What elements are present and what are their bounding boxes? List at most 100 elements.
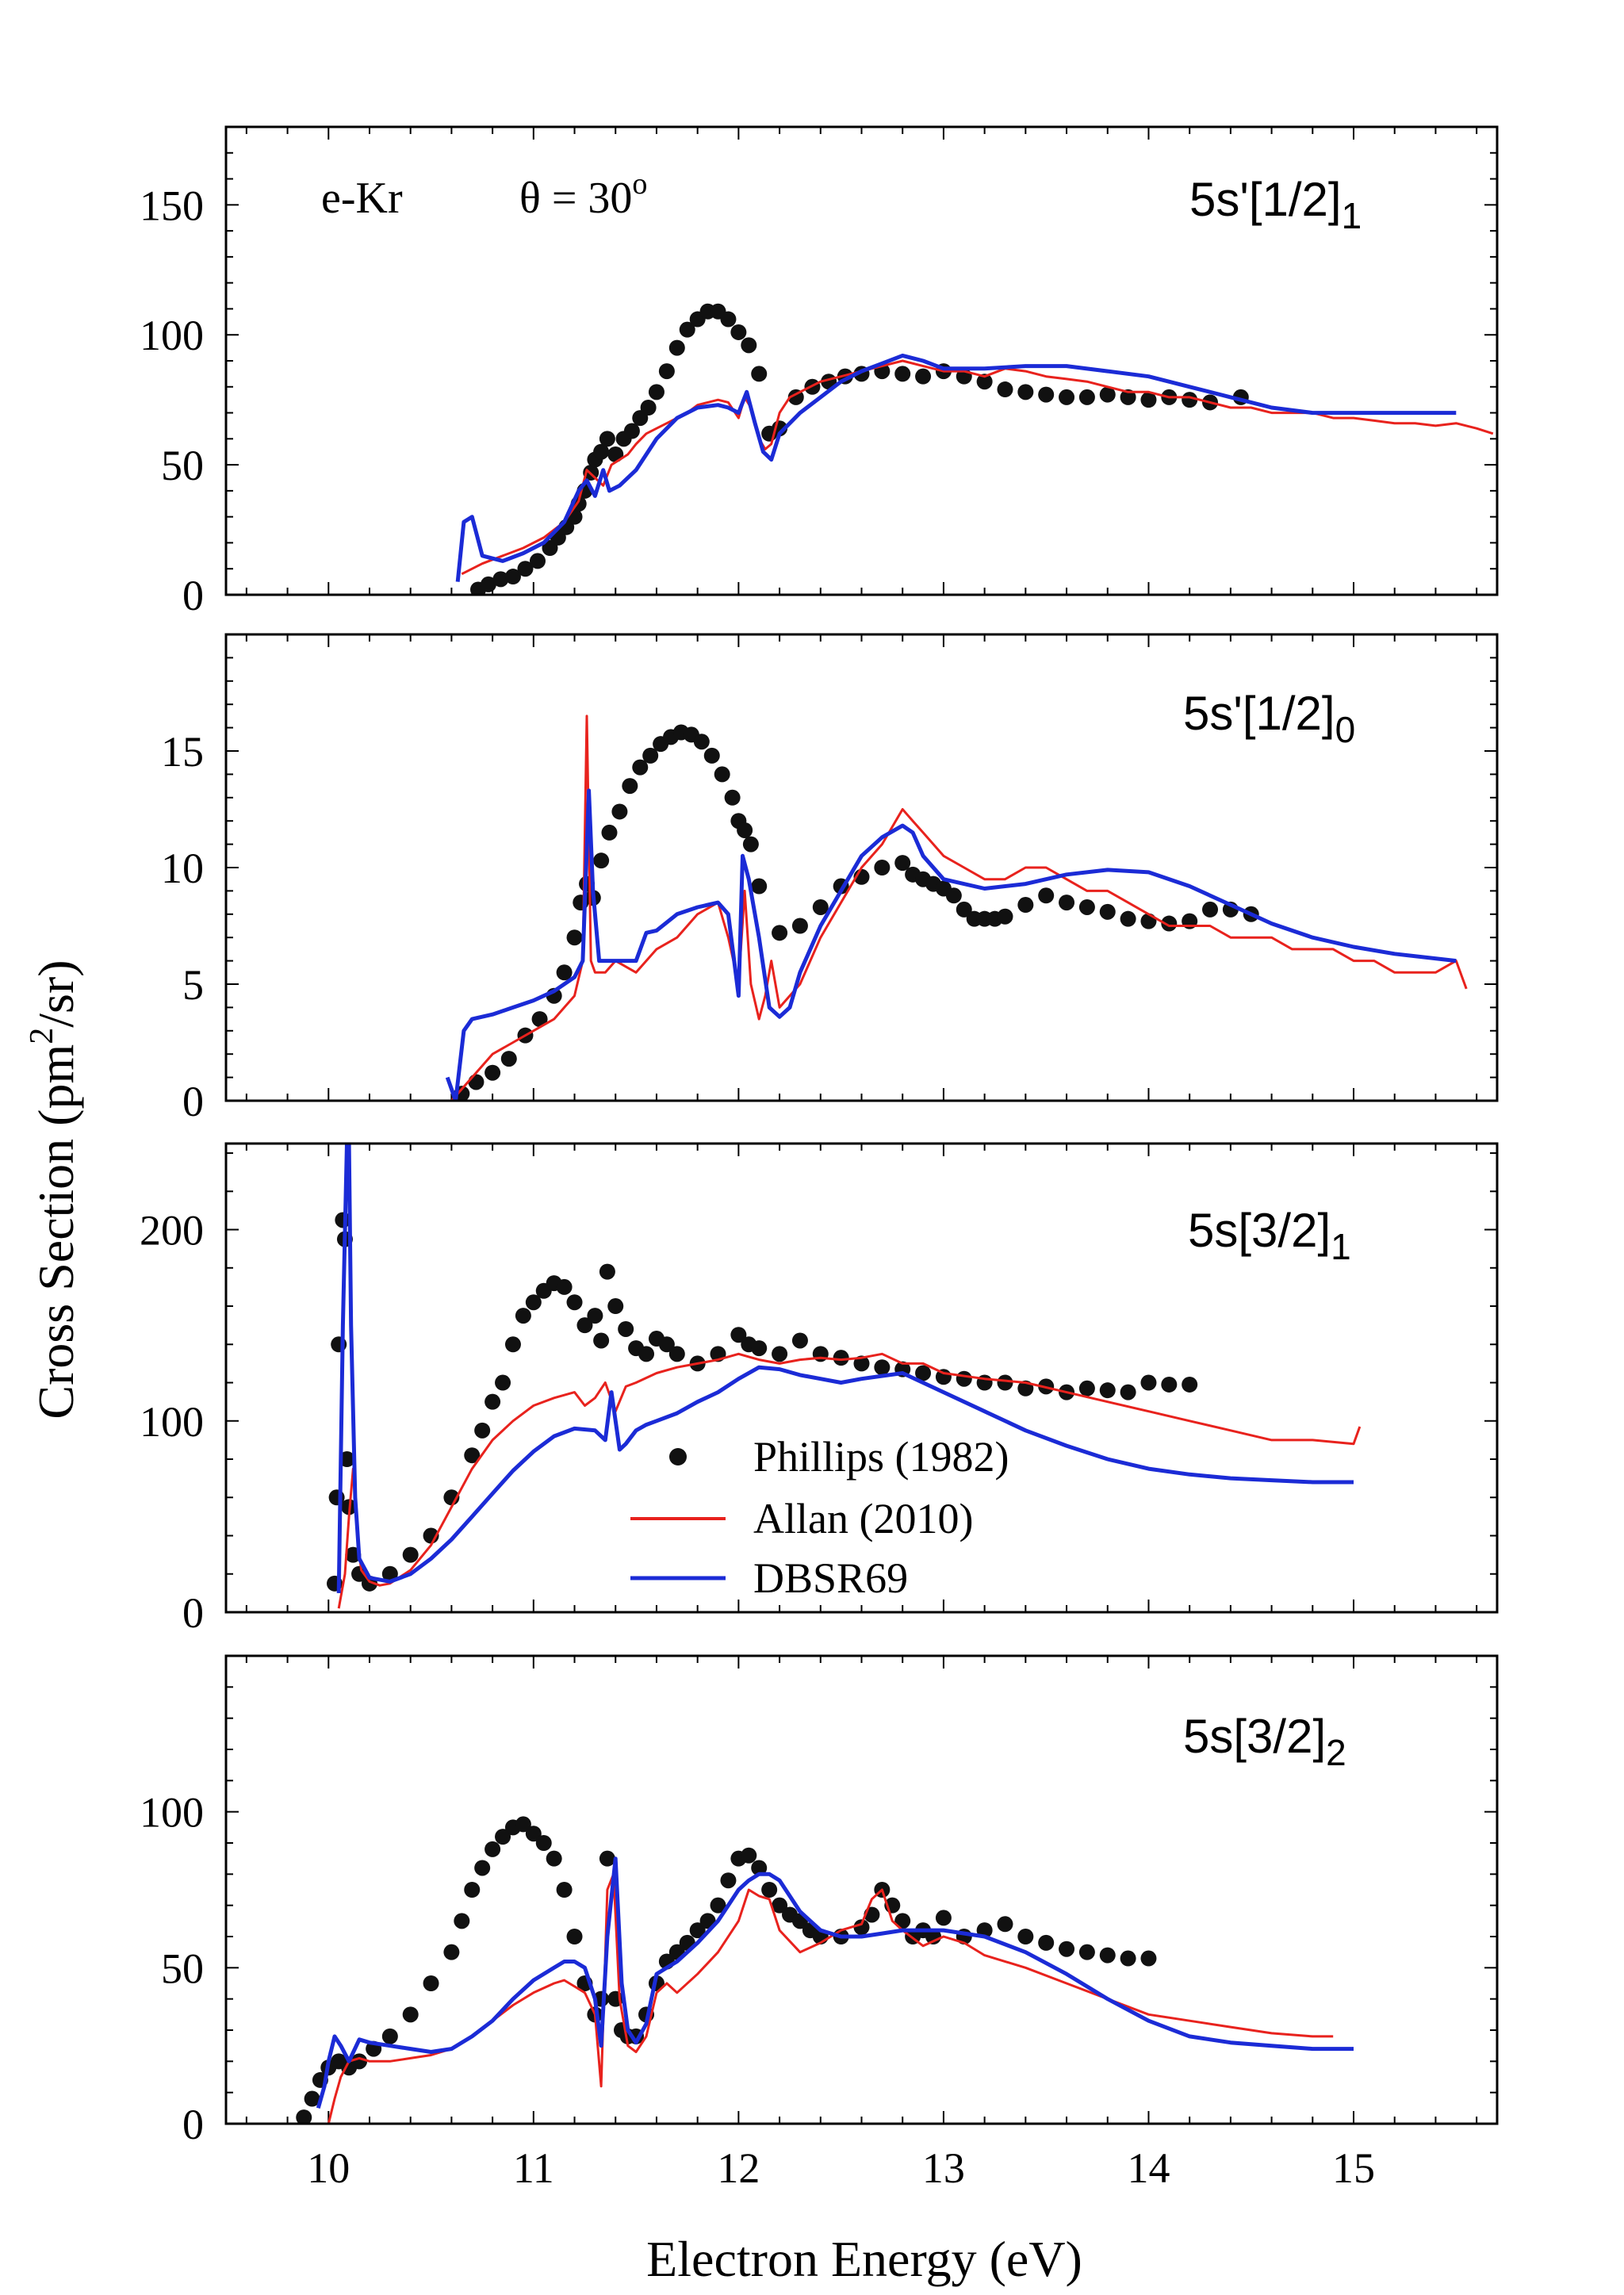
phillips-point: [464, 1447, 481, 1464]
phillips-point: [1038, 386, 1055, 403]
x-tick-label: 10: [307, 2144, 350, 2192]
phillips-point: [853, 1355, 870, 1372]
phillips-point: [1078, 389, 1095, 405]
phillips-point: [464, 1882, 481, 1898]
phillips-point: [833, 1350, 849, 1366]
panel-label-main: 5s'[1/2]: [1189, 173, 1342, 226]
panel-frame: [224, 125, 1499, 596]
phillips-point: [1059, 389, 1075, 405]
phillips-point: [772, 1346, 788, 1362]
annotation-angle-main: θ = 30: [519, 174, 632, 223]
phillips-point: [1099, 386, 1116, 403]
phillips-point: [1120, 1384, 1136, 1400]
y-tick-label: 0: [182, 572, 204, 619]
phillips-point: [638, 1346, 655, 1362]
series-phillips: [327, 1212, 1198, 1592]
phillips-point: [500, 1051, 517, 1067]
phillips-point: [296, 2109, 312, 2124]
phillips-point: [1120, 1950, 1136, 1967]
phillips-point: [997, 381, 1013, 398]
phillips-point: [1059, 1941, 1075, 1957]
phillips-point: [751, 1860, 768, 1876]
panel-plot-area: [455, 303, 1494, 595]
phillips-point: [495, 1374, 511, 1391]
phillips-point: [623, 423, 640, 439]
phillips-point: [679, 321, 695, 338]
series-dbsr69: [316, 1856, 1354, 2109]
phillips-point: [791, 918, 808, 934]
panel-label: 5s'[1/2]1: [1189, 173, 1362, 236]
phillips-point: [689, 1922, 706, 1939]
phillips-point: [737, 822, 753, 838]
x-tick-label: 15: [1332, 2144, 1375, 2192]
phillips-point: [874, 1359, 891, 1376]
phillips-point: [874, 860, 891, 875]
y-tick-label: 10: [161, 845, 204, 892]
phillips-point: [640, 400, 657, 416]
phillips-point: [1140, 1374, 1157, 1391]
phillips-point: [611, 803, 628, 820]
phillips-point: [956, 901, 972, 918]
phillips-point: [381, 2028, 398, 2044]
phillips-point: [742, 836, 759, 852]
phillips-point: [894, 855, 911, 872]
phillips-point: [772, 925, 788, 941]
phillips-point: [504, 569, 521, 585]
phillips-point: [1038, 1934, 1055, 1951]
y-tick-label: 5: [182, 961, 204, 1009]
phillips-point: [761, 1882, 778, 1898]
phillips-point: [751, 366, 768, 382]
phillips-point: [587, 1308, 603, 1324]
phillips-point: [1078, 1380, 1095, 1397]
phillips-point: [351, 2053, 368, 2070]
phillips-point: [304, 2090, 320, 2107]
phillips-point: [1078, 898, 1095, 915]
phillips-point: [714, 766, 730, 783]
phillips-point: [622, 778, 638, 795]
phillips-point: [730, 324, 747, 340]
panel-plot-area: [445, 715, 1468, 1101]
series-allan: [461, 359, 1494, 576]
phillips-point: [593, 443, 610, 460]
phillips-point: [556, 1882, 573, 1898]
legend-label-phillips: Phillips (1982): [753, 1433, 1009, 1481]
panel-1: 0 50 100 150 5s'[1/2]1: [140, 125, 1499, 619]
legend-label-allan: Allan (2010): [753, 1495, 973, 1542]
phillips-point: [751, 1340, 768, 1357]
phillips-point: [566, 929, 583, 946]
y-tick-label: 150: [140, 182, 204, 229]
legend: Phillips (1982) Allan (2010) DBSR69: [630, 1433, 1009, 1602]
series-allan: [450, 715, 1468, 1101]
phillips-point: [741, 1847, 757, 1864]
phillips-point: [423, 1975, 439, 1991]
phillips-point: [997, 908, 1013, 925]
y-axis-label: Cross Section (pm2/sr): [24, 960, 84, 1419]
phillips-point: [1078, 1944, 1095, 1960]
phillips-point: [1099, 1947, 1116, 1964]
panel-label-main: 5s[3/2]: [1188, 1204, 1331, 1257]
phillips-point: [566, 1294, 583, 1311]
phillips-point: [1161, 1376, 1178, 1393]
x-axis-label: Electron Energy (eV): [646, 2231, 1082, 2287]
y-tick-label: 15: [161, 728, 204, 776]
y-tick-label: 100: [140, 1789, 204, 1837]
phillips-point: [515, 1308, 531, 1324]
phillips-point: [658, 363, 675, 380]
phillips-point: [1182, 1376, 1198, 1393]
y-tick-label: 100: [140, 312, 204, 359]
series-dbsr69: [336, 1144, 1354, 1593]
panel-frame: [224, 1654, 1499, 2125]
phillips-point: [812, 898, 829, 915]
phillips-point: [668, 339, 685, 356]
phillips-point: [1038, 887, 1055, 904]
x-tick-label: 11: [513, 2144, 554, 2192]
series-dbsr69: [445, 788, 1457, 1101]
phillips-point: [515, 1816, 531, 1833]
panel-3: 0 100 200 5s[3/2]1: [140, 1142, 1499, 1637]
phillips-point: [443, 1944, 460, 1960]
panel-frame: [224, 633, 1499, 1102]
phillips-point: [730, 1327, 747, 1343]
phillips-point: [474, 1860, 491, 1876]
